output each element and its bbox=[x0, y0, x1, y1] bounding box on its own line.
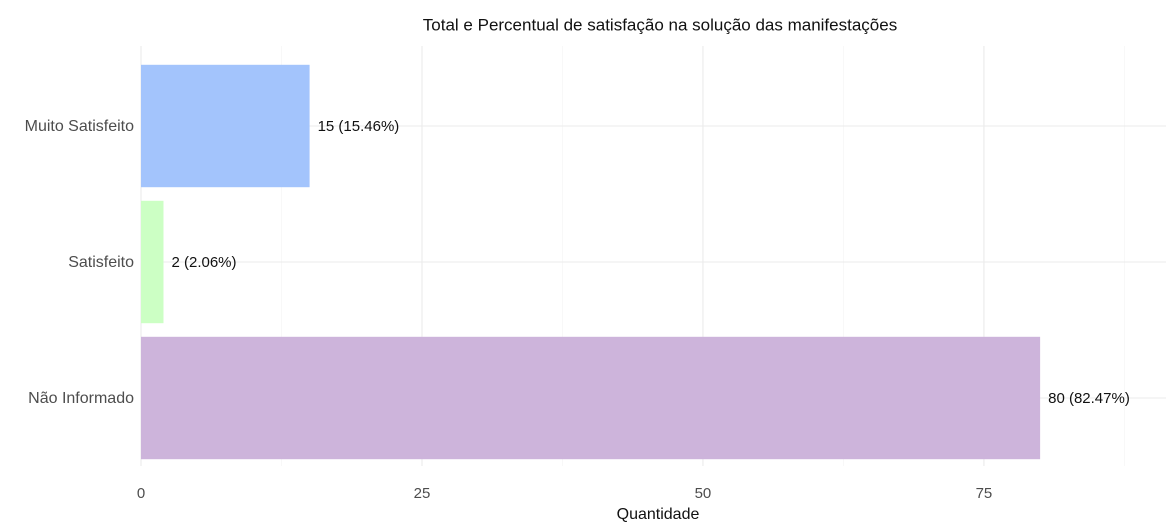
value-label: 2 (2.06%) bbox=[171, 254, 236, 271]
x-tick-label: 0 bbox=[137, 485, 145, 502]
y-tick-label: Muito Satisfeito bbox=[25, 118, 134, 135]
chart-title: Total e Percentual de satisfação na solu… bbox=[423, 15, 897, 34]
x-tick-label: 25 bbox=[414, 485, 431, 502]
value-label: 15 (15.46%) bbox=[318, 118, 400, 135]
x-axis-title: Quantidade bbox=[617, 506, 700, 523]
x-tick-label: 50 bbox=[695, 485, 712, 502]
y-tick-label: Não Informado bbox=[28, 390, 134, 407]
bar bbox=[141, 200, 164, 324]
x-tick-label: 75 bbox=[976, 485, 993, 502]
bar bbox=[141, 64, 310, 188]
value-label: 80 (82.47%) bbox=[1048, 390, 1130, 407]
bar bbox=[141, 336, 1041, 460]
y-tick-label: Satisfeito bbox=[68, 254, 134, 271]
